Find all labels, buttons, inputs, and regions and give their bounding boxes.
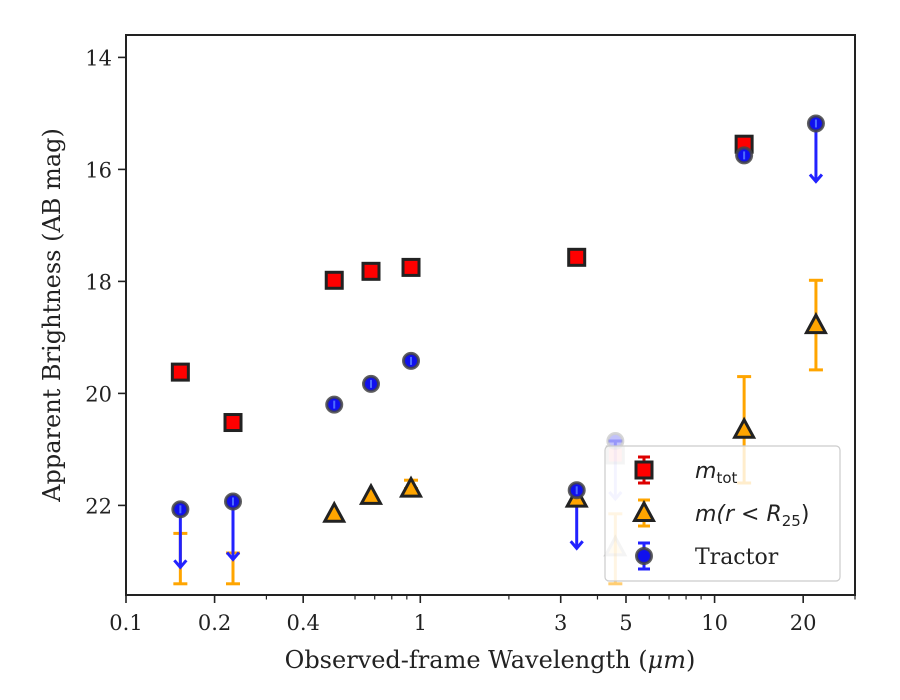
legend-marker [635,547,653,565]
triangle-marker [358,482,384,505]
triangle-point [398,475,424,498]
square-marker [170,362,190,382]
legend-marker [631,499,657,522]
square-marker [401,257,421,277]
triangle-marker [631,499,657,522]
x-tick-label: 10 [701,611,728,635]
plot-frame-rect [125,34,856,596]
legend-label-main: m [695,459,716,484]
legend-label: m(r < R25) [695,502,809,530]
square-point [223,413,243,433]
circle-marker [635,547,653,565]
x-axis-title-prefix: Observed-frame Wavelength ( [285,646,648,674]
legend-label-main: m(r < R [695,502,782,527]
triangle-marker [732,416,757,439]
y-tick-label: 22 [85,494,112,518]
square-point [324,270,344,290]
triangle-point [803,311,828,335]
x-tick-label: 1 [414,611,427,635]
square-point [567,247,587,267]
square-point [401,257,421,277]
y-tick-label: 16 [85,158,112,182]
arrow-head [225,551,241,562]
x-tick-label: 0.2 [198,611,231,635]
y-tick-label: 14 [85,46,112,70]
arrow-head [173,559,188,570]
triangle-point [322,500,347,523]
x-tick-label: 20 [790,611,817,635]
legend-label-subscript: tot [716,469,737,487]
triangle-marker [803,311,828,335]
axes: 0.1 0.2 0.4 1 3 5 10 20 14 16 18 20 22 [85,46,856,635]
x-tick-label: 0.4 [286,611,319,635]
x-axis-title: Observed-frame Wavelength (μm) [285,646,696,674]
plot-frame [125,34,856,596]
arrow-head [569,540,584,551]
triangle-point [732,416,757,439]
y-axis-title: Apparent Brightness (AB mag) [38,128,66,503]
legend-label: mtot [695,459,737,487]
triangle-marker [322,500,347,523]
triangle-marker [398,475,424,498]
square-marker [324,270,344,290]
x-tick-label: 3 [554,611,567,635]
legend-box [604,445,841,582]
x-axis-title-unit: μm [648,646,686,674]
arrow-head [808,173,824,184]
y-tick-label: 20 [85,382,112,406]
square-point [361,261,381,281]
legend: mtot m(r < R25) Tractor [604,445,841,582]
square-marker [567,247,587,267]
x-tick-label: 0.1 [109,611,142,635]
x-tick-label: 5 [619,611,632,635]
legend-marker [634,460,654,480]
markers [170,114,828,557]
y-tick-label: 18 [85,270,112,294]
legend-label-subscript: 25 [782,512,801,530]
square-marker [634,460,654,480]
square-marker [223,413,243,433]
legend-label-tail: ) [801,502,810,527]
triangle-point [358,482,384,505]
legend-label: Tractor [695,545,779,570]
square-marker [361,261,381,281]
square-point [170,362,190,382]
x-axis-title-suffix: ) [686,646,695,674]
